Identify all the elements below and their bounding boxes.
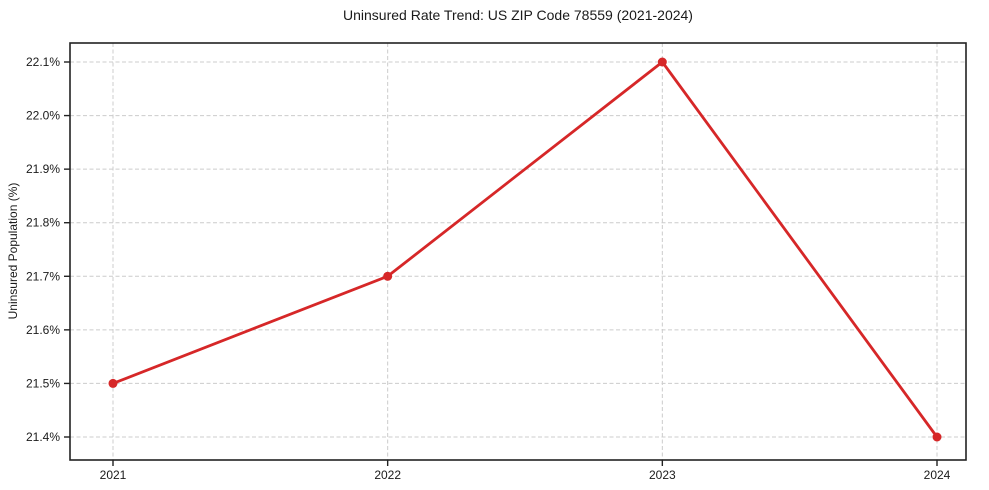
y-tick-label: 21.5% bbox=[26, 376, 60, 390]
y-tick-label: 21.8% bbox=[26, 216, 60, 230]
data-point-marker bbox=[657, 57, 667, 67]
y-tick-label: 22.1% bbox=[26, 55, 60, 69]
y-tick-label: 21.9% bbox=[26, 162, 60, 176]
chart-title: Uninsured Rate Trend: US ZIP Code 78559 … bbox=[343, 7, 693, 23]
x-tick-label: 2023 bbox=[649, 468, 676, 482]
data-point-marker bbox=[383, 271, 393, 281]
trend-line bbox=[111, 60, 939, 439]
y-tick-label: 21.7% bbox=[26, 269, 60, 283]
y-tick-label: 22.0% bbox=[26, 109, 60, 123]
y-tick-label: 21.4% bbox=[26, 430, 60, 444]
x-tick-label: 2024 bbox=[924, 468, 951, 482]
y-tick-label: 21.6% bbox=[26, 323, 60, 337]
x-tick-label: 2022 bbox=[374, 468, 401, 482]
plot-border bbox=[69, 42, 967, 461]
data-point-marker bbox=[108, 378, 118, 388]
data-point-marker bbox=[932, 432, 942, 442]
x-tick-label: 2021 bbox=[100, 468, 127, 482]
